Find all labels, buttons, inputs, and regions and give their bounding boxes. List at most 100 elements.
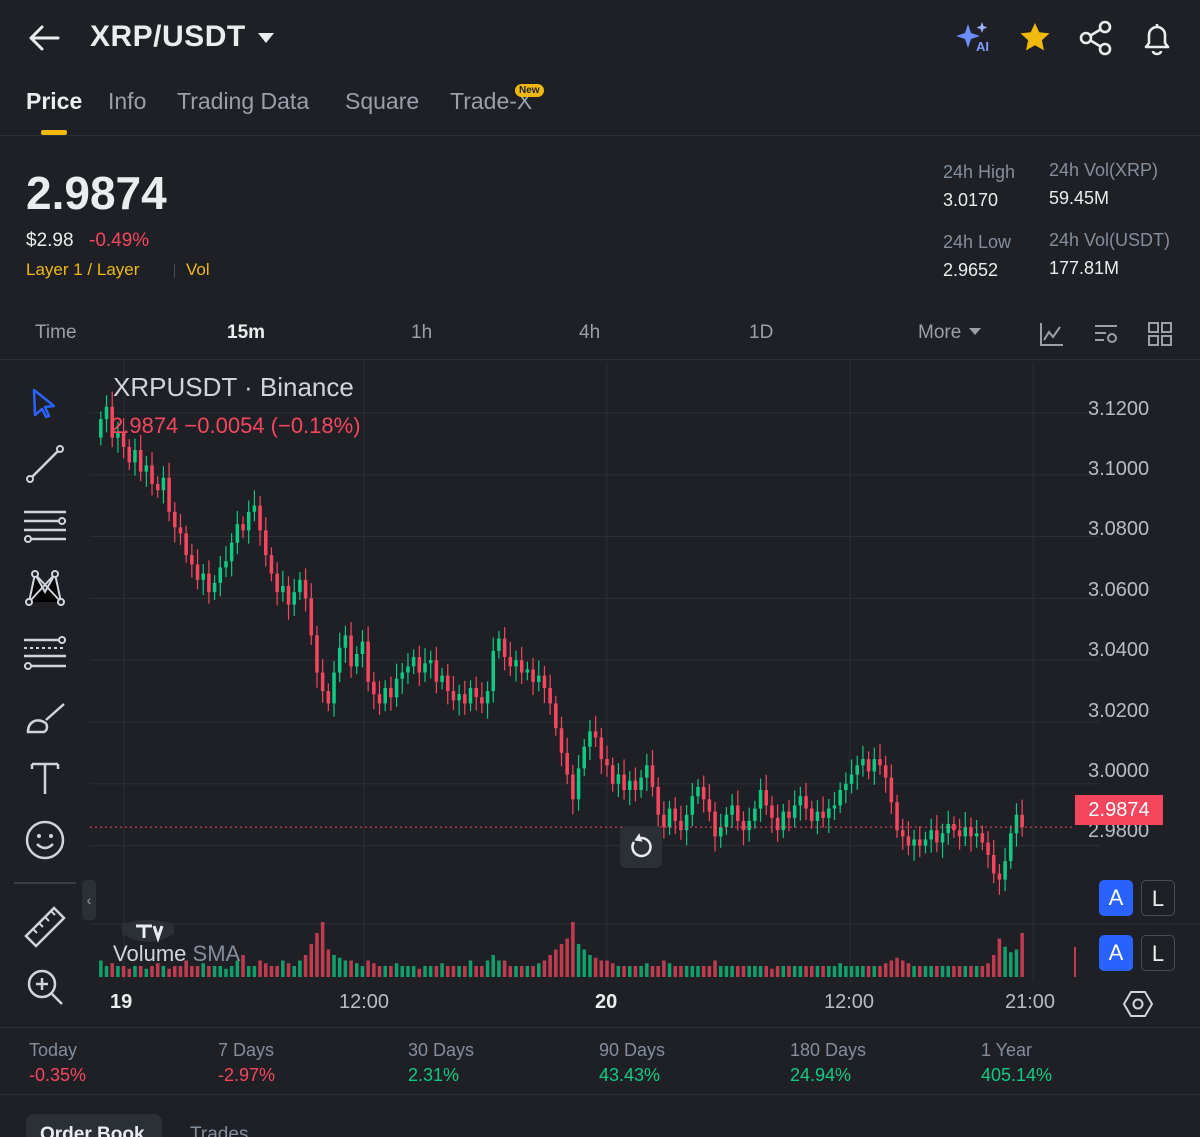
- candle-body: [701, 786, 706, 800]
- category-tag[interactable]: Layer 1 / Layer: [26, 260, 140, 279]
- volume-bar: [127, 968, 132, 977]
- volume-bar: [980, 966, 985, 977]
- candle-body: [127, 446, 132, 463]
- candle-body: [906, 836, 911, 846]
- auto-scale-button[interactable]: A: [1099, 880, 1133, 916]
- pair-selector[interactable]: XRP/USDT: [90, 20, 274, 54]
- fib-retracement-icon[interactable]: [20, 500, 70, 550]
- interval-4h[interactable]: 4h: [579, 322, 601, 343]
- volume-bar: [411, 966, 416, 977]
- volume-bar: [599, 960, 604, 977]
- candle-body: [787, 811, 791, 818]
- tab-square[interactable]: Square: [345, 88, 420, 114]
- favorite-star-icon[interactable]: [1015, 18, 1055, 58]
- volume-bar: [366, 960, 370, 977]
- zoom-in-icon[interactable]: [20, 962, 70, 1012]
- brush-icon[interactable]: [20, 694, 70, 744]
- perf-value: 405.14%: [981, 1065, 1053, 1085]
- share-icon[interactable]: [1076, 18, 1116, 58]
- volume-bar: [99, 960, 103, 977]
- emoji-icon[interactable]: [20, 815, 70, 865]
- volume-bar: [849, 966, 854, 977]
- volume-title: Volume: [113, 941, 187, 966]
- log-scale-button[interactable]: L: [1141, 880, 1175, 916]
- candle-body: [559, 728, 564, 753]
- collapse-toolbar-button[interactable]: ‹: [82, 880, 96, 920]
- candle-body: [827, 808, 831, 818]
- pattern-tool-icon[interactable]: [20, 562, 70, 612]
- text-tool-icon[interactable]: [20, 754, 70, 804]
- candle-body: [99, 419, 103, 438]
- volume-bar: [969, 966, 973, 977]
- volume-bar: [912, 966, 916, 977]
- volume-bar: [974, 966, 979, 977]
- reset-chart-icon[interactable]: [620, 826, 662, 868]
- candle-body: [627, 780, 632, 790]
- candle-body: [770, 805, 774, 818]
- interval-1d[interactable]: 1D: [749, 322, 774, 343]
- vol-tag[interactable]: Vol: [186, 260, 210, 279]
- candle-body: [212, 582, 217, 593]
- volume-bar: [269, 966, 274, 977]
- back-arrow-icon[interactable]: [26, 22, 62, 54]
- interval-time[interactable]: Time: [35, 322, 77, 343]
- candle-body: [173, 511, 177, 528]
- candlestick-chart[interactable]: [90, 362, 1200, 1026]
- candle-body: [690, 796, 695, 815]
- candle-body: [258, 505, 262, 531]
- volume-bar: [434, 966, 439, 977]
- layout-grid-icon[interactable]: [1146, 320, 1174, 348]
- tab-trading-data[interactable]: Trading Data: [177, 88, 310, 114]
- volume-bar: [264, 963, 268, 977]
- tab-order-book[interactable]: Order Book: [26, 1114, 162, 1137]
- candle-body: [400, 672, 405, 679]
- volume-log-scale-button[interactable]: L: [1141, 935, 1175, 971]
- candle-body: [650, 765, 655, 787]
- candle-body: [394, 678, 399, 698]
- candle-body: [684, 814, 689, 831]
- volume-bar: [627, 966, 632, 977]
- settings-hexagon-icon[interactable]: [1122, 988, 1154, 1020]
- candle-body: [741, 820, 746, 831]
- candle-body: [662, 814, 666, 828]
- ruler-icon[interactable]: [20, 902, 70, 952]
- trend-line-icon[interactable]: [20, 439, 70, 489]
- tab-trades[interactable]: Trades: [190, 1124, 249, 1137]
- candle-body: [150, 465, 154, 484]
- candle-body: [679, 820, 683, 831]
- volume-bar: [741, 966, 746, 977]
- last-price-tag: 2.9874: [1075, 795, 1163, 825]
- candle-body: [878, 759, 882, 766]
- candle-body: [104, 406, 109, 420]
- volume-bar: [679, 966, 683, 977]
- bell-icon[interactable]: [1137, 18, 1177, 58]
- volume-bar: [218, 966, 223, 977]
- tab-price[interactable]: Price: [26, 88, 83, 114]
- interval-more[interactable]: More: [918, 322, 982, 344]
- y-tick: 3.0800: [1088, 518, 1150, 540]
- chart-settings-icon[interactable]: [1092, 320, 1120, 348]
- volume-auto-scale-button[interactable]: A: [1099, 935, 1133, 971]
- price-change-percent: -0.49%: [89, 230, 150, 251]
- x-tick: 12:00: [339, 991, 390, 1013]
- ai-sparkle-icon[interactable]: AI: [954, 18, 994, 58]
- volume-bar: [1003, 946, 1007, 977]
- interval-15m[interactable]: 15m: [227, 322, 266, 343]
- interval-1h[interactable]: 1h: [411, 322, 433, 343]
- volume-bar: [730, 966, 734, 977]
- volume-bar: [195, 966, 200, 977]
- indicator-chart-icon[interactable]: [1038, 320, 1066, 348]
- volume-bar: [360, 966, 365, 977]
- candle-body: [519, 660, 524, 673]
- candle-body: [1020, 814, 1024, 828]
- candle-body: [633, 780, 638, 790]
- cursor-icon[interactable]: [20, 378, 70, 428]
- volume-bar: [883, 963, 888, 977]
- candle-body: [218, 567, 223, 583]
- volume-bar: [770, 968, 774, 977]
- tab-info[interactable]: Info: [108, 88, 147, 114]
- forecast-tool-icon[interactable]: [20, 628, 70, 678]
- candle-body: [366, 641, 370, 682]
- candle-body: [923, 839, 928, 846]
- candle-body: [622, 774, 626, 790]
